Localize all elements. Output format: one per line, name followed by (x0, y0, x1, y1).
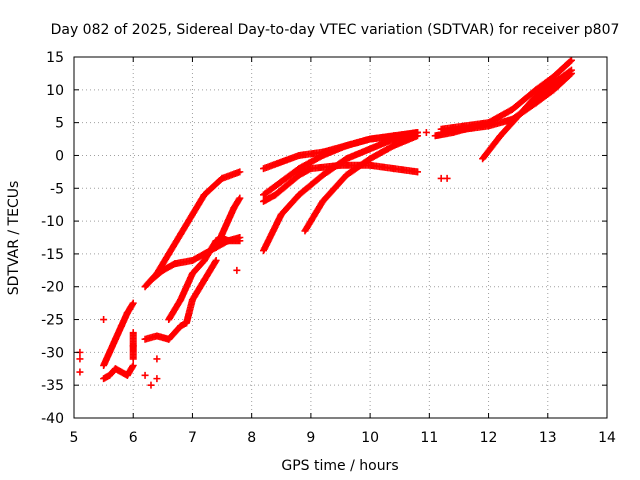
x-tick-label: 6 (129, 430, 138, 446)
series-track-a (100, 361, 137, 383)
data-point (76, 355, 84, 363)
data-point (567, 56, 575, 64)
series-track-g (165, 256, 208, 324)
data-point (100, 316, 108, 324)
x-tick-label: 13 (539, 430, 557, 446)
data-point (129, 299, 137, 307)
x-axis-label: GPS time / hours (281, 458, 398, 474)
data-point (129, 329, 137, 337)
y-tick-label: 15 (46, 50, 64, 66)
series-track-m (260, 128, 421, 255)
y-tick-label: -25 (41, 313, 64, 329)
data-point (76, 368, 84, 376)
x-tick-label: 14 (598, 430, 616, 446)
axis-ticks: 5 6 7 8 9 10 11 12 13 14 -40 -35 -30 -25 -20 -15 -10 -5 0 5… (41, 50, 616, 446)
y-tick-label: -30 (41, 345, 64, 361)
y-tick-label: 5 (55, 116, 64, 132)
data-point (236, 194, 244, 202)
y-tick-label: 0 (55, 148, 64, 164)
data-point (236, 168, 244, 176)
plot-frame (73, 56, 608, 419)
data-point (141, 371, 149, 379)
data-point (437, 174, 445, 182)
data-point (443, 174, 451, 182)
y-tick-label: -15 (41, 247, 64, 263)
data-point (566, 57, 574, 65)
y-tick-label: -20 (41, 280, 64, 296)
x-tick-label: 10 (361, 430, 379, 446)
series-track-q (479, 66, 575, 163)
data-point (153, 355, 161, 363)
data-point (129, 361, 137, 369)
data-point (212, 256, 220, 264)
data-point (236, 237, 244, 245)
y-axis-label: SDTVAR / TECUs (6, 181, 22, 296)
x-tick-label: 7 (188, 430, 197, 446)
grid (74, 57, 607, 418)
y-tick-label: -35 (41, 378, 64, 394)
data-point (567, 66, 575, 74)
data-point (153, 375, 161, 383)
x-tick-label: 11 (420, 430, 438, 446)
series-track-r (431, 119, 498, 140)
data-point (490, 119, 498, 127)
x-tick-label: 9 (306, 430, 315, 446)
series-scatter-extra (76, 128, 451, 389)
series-track-f (141, 256, 220, 343)
x-tick-label: 12 (480, 430, 498, 446)
y-tick-label: -5 (50, 181, 64, 197)
series-track-c (129, 329, 137, 363)
data-point (566, 67, 574, 75)
y-tick-label: -40 (41, 411, 64, 427)
y-tick-label: -10 (41, 214, 64, 230)
series-track-n (301, 132, 421, 235)
series-track-i (212, 194, 244, 251)
x-tick-label: 5 (70, 430, 79, 446)
data-point (422, 128, 430, 136)
data-point (413, 132, 421, 140)
series-track-b (100, 299, 137, 369)
data-point (147, 381, 155, 389)
data-points (76, 56, 575, 389)
chart-title: Day 082 of 2025, Sidereal Day-to-day VTE… (51, 22, 620, 38)
data-point (233, 266, 241, 274)
x-tick-label: 8 (247, 430, 256, 446)
data-point (413, 168, 421, 176)
y-tick-label: 10 (46, 83, 64, 99)
